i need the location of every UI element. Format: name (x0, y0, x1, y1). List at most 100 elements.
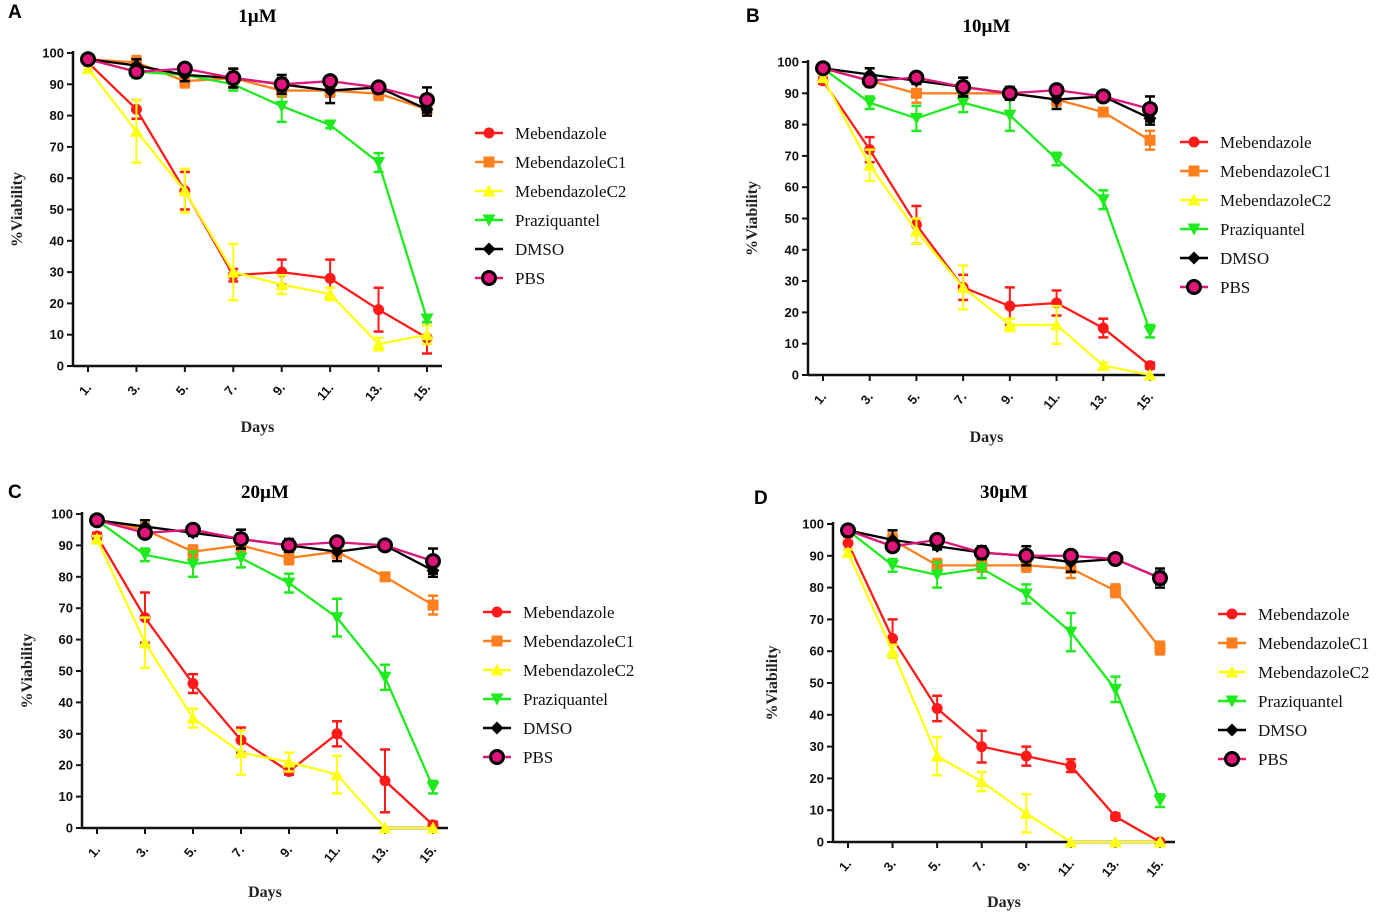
data-point (1050, 318, 1064, 331)
y-axis-label: %Viability (9, 172, 26, 247)
data-point (372, 337, 386, 350)
chart-title: 1µM (238, 6, 276, 27)
series-line (846, 552, 1160, 844)
data-point (1097, 106, 1109, 118)
x-tick-label: 13. (1086, 389, 1109, 412)
y-tick-label: 40 (810, 707, 824, 722)
series-pbs (80, 51, 435, 114)
series-pbs (840, 522, 1168, 589)
legend-label: DMSO (515, 240, 564, 259)
series-line (96, 535, 434, 826)
data-point (1109, 811, 1121, 823)
data-point (1143, 325, 1157, 338)
data-point (330, 768, 344, 781)
legend-marker (1187, 223, 1201, 236)
data-point (330, 612, 344, 625)
data-point (1108, 683, 1122, 696)
data-point (420, 313, 434, 326)
y-axis-label: %Viability (744, 181, 761, 256)
y-tick-label: 60 (810, 644, 824, 659)
data-point (884, 538, 901, 555)
series-mebendazolec2 (841, 546, 1167, 848)
series-line (821, 77, 1151, 377)
chart-panel-b: 10µM 0 10 20 30 40 50 60 70 80 90 100 1. 3. 5. 7. 9. 11. 1… (744, 16, 1331, 446)
data-point (370, 79, 387, 96)
data-point (973, 544, 990, 561)
legend-item: PBS (1218, 750, 1288, 769)
legend-item: Mebendazole (483, 603, 615, 622)
data-point (930, 569, 944, 582)
legend: Mebendazole MebendazoleC1 MebendazoleC2 Pra… (1218, 605, 1369, 769)
legend-item: MebendazoleC2 (475, 182, 626, 201)
data-point (1109, 585, 1121, 597)
y-tick-label: 0 (792, 368, 799, 383)
series-line (96, 519, 434, 563)
legend-marker (1186, 279, 1202, 295)
legend-item: MebendazoleC2 (483, 661, 634, 680)
y-tick-label: 100 (51, 507, 73, 522)
data-point (1143, 368, 1157, 381)
y-tick-label: 30 (50, 265, 64, 280)
y-tick-label: 90 (810, 548, 824, 563)
data-point (420, 328, 434, 341)
data-point (419, 91, 435, 108)
y-tick-label: 10 (810, 803, 824, 818)
legend-marker (1187, 251, 1201, 265)
data-point (886, 644, 900, 657)
legend-item: DMSO (1180, 249, 1269, 268)
legend-item: Praziquantel (1180, 220, 1305, 239)
data-point (1003, 318, 1017, 331)
legend-marker (1188, 165, 1200, 177)
data-point (1003, 109, 1017, 122)
y-tick-label: 70 (810, 612, 824, 627)
legend-item: DMSO (1218, 721, 1307, 740)
data-point (137, 524, 153, 541)
data-point (427, 599, 439, 611)
data-point (1001, 85, 1018, 102)
legend-marker (1187, 193, 1201, 206)
series-line (96, 519, 435, 788)
x-tick-label: 7. (951, 389, 969, 407)
data-point (1062, 547, 1079, 564)
data-point (1144, 360, 1156, 372)
x-axis-label: Days (241, 419, 275, 436)
data-point (275, 100, 289, 113)
legend: Mebendazole MebendazoleC1 MebendazoleC2 Pra… (1180, 133, 1331, 297)
data-point (1152, 570, 1168, 587)
data-point (886, 559, 900, 572)
data-point (89, 512, 105, 529)
legend-marker (483, 156, 495, 168)
legend-marker (490, 693, 504, 706)
y-tick-label: 0 (817, 835, 824, 850)
x-tick-label: 13. (1099, 856, 1122, 879)
chart-title: 20µM (241, 482, 289, 503)
legend-marker (1224, 751, 1240, 767)
data-point (1050, 153, 1064, 166)
data-point (1097, 322, 1109, 334)
data-point (282, 755, 296, 768)
data-point (187, 678, 199, 690)
x-tick-label: 1. (85, 842, 103, 860)
legend-marker (482, 214, 496, 227)
series-pbs (89, 512, 441, 575)
data-point (379, 775, 391, 787)
data-point (1096, 359, 1110, 372)
series-mebendazolec2 (90, 532, 440, 834)
data-point (956, 280, 970, 293)
y-tick-label: 80 (810, 580, 824, 595)
legend-label: Mebendazole (515, 124, 607, 143)
data-point (330, 545, 344, 559)
data-point (929, 531, 946, 548)
data-point (90, 532, 104, 545)
y-tick-label: 100 (777, 55, 799, 70)
legend-label: MebendazoleC1 (1258, 634, 1369, 653)
data-point (378, 671, 392, 684)
x-tick-label: 11. (314, 380, 337, 403)
data-point (909, 112, 923, 125)
y-tick-label: 100 (42, 46, 64, 61)
data-point (863, 158, 877, 171)
y-tick-label: 60 (50, 171, 64, 186)
legend-marker (490, 721, 504, 735)
data-point (1019, 588, 1033, 601)
legend-label: PBS (1258, 750, 1288, 769)
